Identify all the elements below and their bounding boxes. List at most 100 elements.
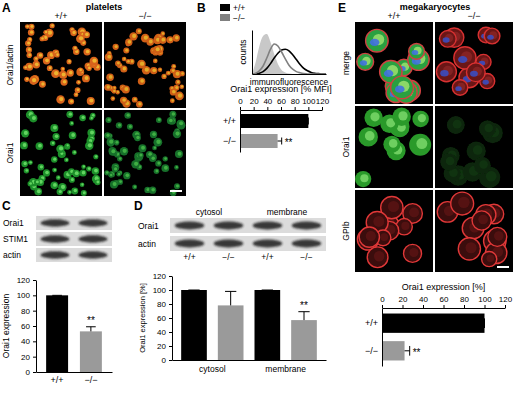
cell <box>106 73 114 81</box>
cell <box>150 131 157 138</box>
cell <box>153 59 158 64</box>
cell-inner <box>486 171 497 182</box>
cell <box>112 89 117 94</box>
cell <box>72 170 80 178</box>
plot-area <box>252 34 326 74</box>
cell-inner <box>75 93 77 95</box>
micrograph <box>435 106 513 188</box>
cell-inner <box>178 93 182 97</box>
bar <box>181 290 207 360</box>
cell <box>47 65 53 71</box>
y-axis-tick-label: +/+ <box>223 116 236 126</box>
y-axis-tick-label: 0 <box>26 368 31 377</box>
y-axis-tick: 0 <box>162 356 172 365</box>
nucleus <box>412 50 419 55</box>
cell-inner <box>418 114 426 122</box>
x-axis: 020406080100120 <box>238 97 329 111</box>
cell <box>126 59 131 64</box>
error-bar <box>188 290 199 291</box>
cell <box>64 144 70 150</box>
cell-inner <box>96 181 99 184</box>
y-axis-tick-label: 80 <box>157 300 166 309</box>
cell-inner <box>41 37 44 40</box>
cell-inner <box>179 121 183 125</box>
cell-inner <box>28 54 31 57</box>
cell-inner <box>88 167 91 170</box>
y-axis-tick: +/+ <box>223 116 236 126</box>
cell-inner <box>30 25 33 28</box>
cell-inner <box>487 254 495 262</box>
error-bar <box>225 291 236 305</box>
x-axis-tick: 20 <box>250 97 259 110</box>
cell-inner <box>155 170 158 173</box>
cell <box>51 156 57 162</box>
cell <box>123 47 129 53</box>
x-axis-tick: −/− <box>84 375 97 385</box>
cell-inner <box>72 31 75 34</box>
cell-inner <box>159 68 161 70</box>
y-axis-tick-mark <box>169 304 172 305</box>
cell <box>85 142 93 150</box>
cell-inner <box>416 138 427 149</box>
y-axis-line <box>252 31 253 75</box>
cell <box>158 68 162 72</box>
micrograph-background <box>435 22 513 104</box>
x-axis-tick-label: +/+ <box>51 375 64 385</box>
cell <box>24 168 29 173</box>
legend-swatch <box>220 4 230 11</box>
cell-inner <box>178 152 182 156</box>
y-axis-title: Orai1 expression [%] <box>138 283 147 353</box>
cell-inner <box>181 85 183 87</box>
cell <box>28 160 33 165</box>
nucleus <box>487 35 494 40</box>
cell <box>56 175 61 180</box>
cell <box>160 31 165 36</box>
cell-inner <box>176 72 180 76</box>
cell-inner <box>373 216 384 227</box>
row-label: Orai1 <box>5 142 15 163</box>
y-axis-tick-mark <box>169 276 172 277</box>
lane-label: +/+ <box>261 252 273 262</box>
western-blot: cytosolmembraneOrai1actin+/+−/−+/+−/− <box>138 207 326 262</box>
error-bar <box>86 327 96 332</box>
cell-inner <box>138 102 141 105</box>
cell <box>452 80 467 95</box>
cell-inner <box>171 99 173 101</box>
cell-inner <box>176 166 178 168</box>
cell-inner <box>136 136 139 139</box>
x-axis-tick-label: 0 <box>380 295 385 304</box>
cell-inner <box>118 173 120 175</box>
cell-inner <box>478 215 488 225</box>
x-axis-tick-label: −/− <box>84 375 97 385</box>
blot-header: membrane <box>267 207 308 217</box>
cell-inner <box>68 60 71 63</box>
cell-inner <box>131 60 134 63</box>
annotation: ** <box>285 137 293 148</box>
panel-title: megakaryocytes <box>400 2 471 12</box>
cell-inner <box>158 118 161 121</box>
cell-inner <box>79 36 83 40</box>
cell-inner <box>152 132 156 136</box>
cell-inner <box>127 60 129 62</box>
cell-inner <box>114 167 117 170</box>
x-axis <box>253 74 327 75</box>
line <box>252 44 326 74</box>
cell-inner <box>40 165 43 168</box>
cell <box>36 142 44 150</box>
cell-inner <box>175 131 179 135</box>
legend-swatch <box>220 14 230 21</box>
cell <box>50 23 55 28</box>
row-label: Orai1/actin <box>5 44 15 85</box>
column-label: −/− <box>467 11 480 21</box>
cell-inner <box>88 143 92 147</box>
cell-inner <box>156 47 160 51</box>
cell <box>125 39 132 46</box>
cell-inner <box>365 131 375 141</box>
line <box>252 49 326 74</box>
column-label: +/+ <box>387 11 400 21</box>
y-axis-tick: 80 <box>157 300 172 309</box>
cell-inner <box>134 186 136 188</box>
x-axis-tick: 80 <box>460 295 469 308</box>
cell-inner <box>29 38 32 41</box>
panel-title: platelets <box>86 2 123 12</box>
